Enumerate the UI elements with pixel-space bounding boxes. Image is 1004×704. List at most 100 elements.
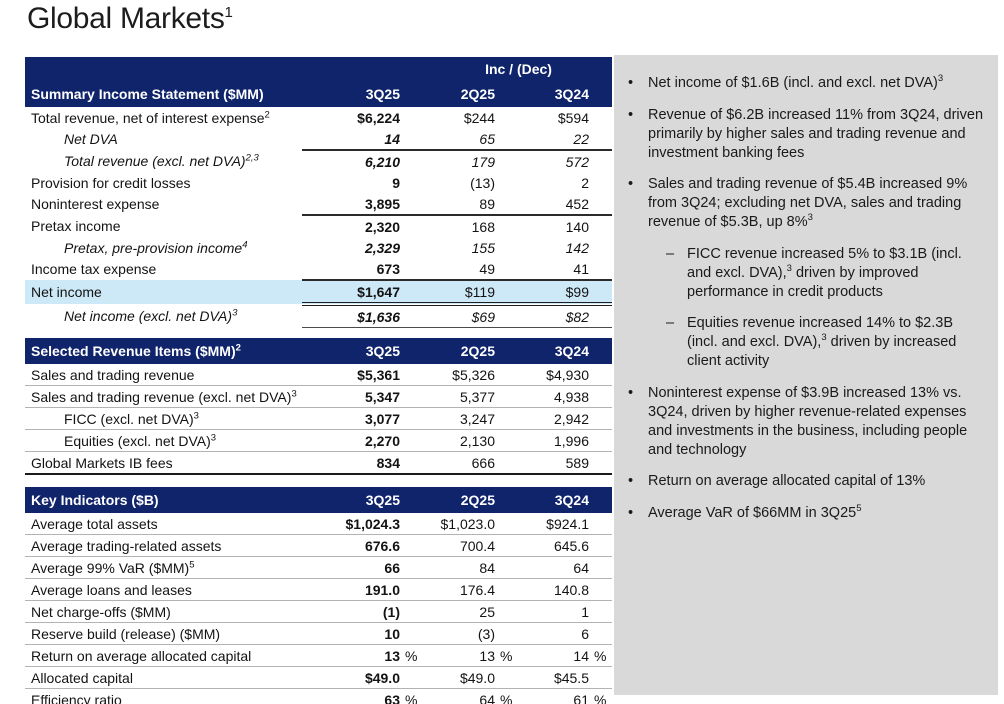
pct-cell <box>495 128 519 151</box>
pct-cell <box>400 237 425 258</box>
row-label-text: Pretax, pre-provision income <box>64 239 243 256</box>
bullet-text: Return on average allocated capital of 1… <box>648 472 925 491</box>
pct-cell <box>400 193 425 216</box>
value-cell: 13 <box>302 644 400 667</box>
row-label-text: FICC (excl. net DVA) <box>64 410 194 427</box>
value-cell: 834 <box>302 451 400 475</box>
value-cell: 49 <box>425 258 495 281</box>
value-cell: 645.6 <box>519 534 589 557</box>
value-cell: $49.0 <box>425 666 495 689</box>
row-label-text: Net income <box>31 284 102 300</box>
value-cell: 1,996 <box>519 429 589 452</box>
pct-cell <box>495 385 519 408</box>
value-cell: $45.5 <box>519 666 589 689</box>
bullet-text-post: driven by improved performance in credit… <box>687 264 919 300</box>
page-title: Global Markets1 <box>27 2 233 36</box>
pct-cell <box>495 513 519 535</box>
bullet-icon: • <box>628 384 634 401</box>
row-label: Allocated capital <box>25 666 302 689</box>
pct-cell <box>589 513 612 535</box>
value-cell: 6,210 <box>364 153 400 170</box>
value-cell: 2 <box>581 174 589 191</box>
value-cell: 4,938 <box>519 385 589 408</box>
value-cell: $49.0 <box>302 666 400 689</box>
row-label-text: Net charge-offs ($MM) <box>31 603 171 620</box>
table-row: Total revenue, net of interest expense2 … <box>25 107 612 128</box>
pct-cell <box>589 237 612 258</box>
row-label: Net income (excl. net DVA)3 <box>25 304 302 328</box>
footnote-marker: 2,3 <box>245 152 259 164</box>
pct-cell <box>400 172 425 193</box>
value-cell: 64 <box>425 688 495 704</box>
row-label-text: Average trading-related assets <box>31 537 222 554</box>
pct-cell <box>495 258 519 281</box>
pct-cell <box>400 280 425 306</box>
pct-cell <box>495 304 519 328</box>
value-cell: 700.4 <box>425 534 495 557</box>
value-cell: $244 <box>463 109 495 126</box>
row-label: Average loans and leases <box>25 578 302 601</box>
table-row: Efficiency ratio 63% 64% 61% <box>25 688 612 704</box>
value-cell: 14 <box>519 644 589 667</box>
bullet-text: Sales and trading revenue of $5.4B incre… <box>648 175 986 232</box>
row-label: Pretax income <box>25 215 302 237</box>
pct-cell <box>589 666 612 689</box>
row-label: Provision for credit losses <box>25 172 302 193</box>
table-row: Net income (excl. net DVA)3 $1,636 $69 $… <box>25 304 613 328</box>
pct-cell <box>400 556 425 579</box>
value-cell: $924.1 <box>519 513 589 535</box>
header-spacer <box>400 81 425 107</box>
pct-cell <box>495 215 519 237</box>
header-spacer <box>495 338 519 364</box>
pct-cell <box>495 534 519 557</box>
value-cell: 3,247 <box>425 407 495 430</box>
table-row: Equities (excl. net DVA)3 2,270 2,130 1,… <box>25 429 612 452</box>
list-item: • Revenue of $6.2B increased 11% from 3Q… <box>628 106 986 163</box>
table-row: Return on average allocated capital 13% … <box>25 644 612 667</box>
pct-cell: % <box>400 688 425 704</box>
bullet-text-pre: Revenue of $6.2B increased 11% from 3Q24… <box>648 106 984 161</box>
header-spacer <box>495 487 519 513</box>
bullet-text-post: driven by increased client activity <box>687 334 957 370</box>
pct-cell <box>495 150 519 172</box>
list-item: • Net income of $1.6B (incl. and excl. n… <box>628 74 986 93</box>
pct-cell <box>400 578 425 601</box>
row-label-text: Efficiency ratio <box>31 691 122 704</box>
row-label: Net income <box>25 280 302 304</box>
value-cell: 10 <box>302 622 400 645</box>
pct-cell <box>589 107 612 128</box>
pct-cell <box>495 280 519 306</box>
table-row: Allocated capital $49.0 $49.0 $45.5 <box>25 666 612 689</box>
row-label-text: Equities (excl. net DVA) <box>64 432 211 449</box>
value-cell: 176.4 <box>425 578 495 601</box>
value-cell: 155 <box>471 239 495 256</box>
table-row: Global Markets IB fees 834 666 589 <box>25 451 612 475</box>
value-cell: 666 <box>425 451 495 475</box>
pct-cell <box>495 600 519 623</box>
pct-cell: % <box>400 644 425 667</box>
header-spacer <box>25 57 425 81</box>
footnote-marker: 4 <box>242 238 248 250</box>
row-label-text: Net DVA <box>64 131 118 147</box>
pct-cell <box>495 429 519 452</box>
header-spacer <box>589 338 612 364</box>
table-row: Net charge-offs ($MM) (1) 25 1 <box>25 600 612 623</box>
footnote-marker: 3 <box>210 431 217 443</box>
table-title: Selected Revenue Items ($MM)2 <box>25 338 302 364</box>
header-spacer <box>495 81 519 107</box>
column-header-row: Selected Revenue Items ($MM)2 3Q25 2Q25 … <box>25 338 612 364</box>
pct-cell <box>495 364 519 386</box>
table-title-text: Selected Revenue Items ($MM) <box>31 343 236 359</box>
column-header: 3Q25 <box>302 487 400 513</box>
row-label-text: Total revenue, net of interest expense <box>31 109 265 126</box>
key-indicators-table: Key Indicators ($B) 3Q25 2Q25 3Q24 Avera… <box>25 487 612 704</box>
pct-cell <box>589 304 613 328</box>
bullet-text: Equities revenue increased 14% to $2.3B … <box>687 314 986 371</box>
pct-cell <box>400 215 425 237</box>
bullet-text-pre: Return on average allocated capital of 1… <box>648 473 926 490</box>
value-cell: 589 <box>519 451 589 475</box>
pct-cell: % <box>589 644 612 667</box>
pct-cell <box>400 429 425 452</box>
pct-cell <box>589 600 612 623</box>
